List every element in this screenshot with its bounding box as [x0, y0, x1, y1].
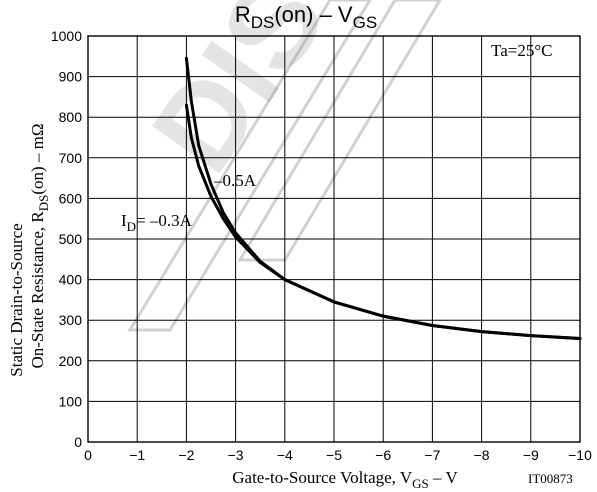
watermark-band-left	[127, 0, 372, 332]
x-axis-label: Gate-to-Source Voltage, VGS – V	[232, 468, 458, 491]
series-line-1	[184, 103, 582, 340]
x-tick-label: −8	[474, 447, 490, 463]
series-label-0-5a: –0.5A	[213, 171, 257, 190]
figure-code: IT00873	[528, 471, 573, 486]
y-tick-label: 600	[59, 190, 83, 206]
y-tick-label: 400	[59, 272, 83, 288]
y-tick-label: 500	[59, 231, 83, 247]
y-tick-label: 300	[59, 312, 83, 328]
y-tick-label: 0	[74, 434, 82, 450]
y-tick-label: 700	[59, 150, 83, 166]
x-tick-label: −10	[568, 447, 592, 463]
x-tick-label: −6	[375, 447, 391, 463]
plot-frame	[87, 35, 581, 443]
x-tick-label: −9	[523, 447, 539, 463]
series-lines	[184, 56, 582, 340]
x-tick-label: −5	[326, 447, 342, 463]
x-tick-label: −3	[228, 447, 244, 463]
y-axis-label-line1: Static Drain-to-Source	[7, 223, 26, 376]
x-tick-label: −7	[424, 447, 440, 463]
temperature-annotation: Ta=25°C	[491, 41, 552, 60]
x-tick-label: −2	[178, 447, 194, 463]
y-tick-label: 100	[59, 393, 83, 409]
series-label-0-3a: ID= –0.3A	[121, 211, 193, 234]
chart-title: RDS(on) – VGS	[235, 2, 377, 32]
watermark-band-right	[237, 0, 442, 262]
y-tick-label: 800	[59, 109, 83, 125]
tick-labels: 0 −1 −2 −3 −4 −5 −6 −7 −8 −9 −10 0 100 200 300 400 500 60…	[51, 28, 592, 463]
x-tick-label: 0	[84, 447, 92, 463]
y-axis-label-line2: On-State Resistance, RDS(on) – mΩ	[28, 123, 51, 368]
y-tick-label: 200	[59, 353, 83, 369]
x-tick-label: −4	[277, 447, 293, 463]
x-tick-label: −1	[129, 447, 145, 463]
watermark: DIS	[127, 0, 442, 332]
watermark-text: DIS	[127, 0, 352, 195]
y-tick-label: 1000	[51, 28, 82, 44]
y-tick-label: 900	[59, 69, 83, 85]
